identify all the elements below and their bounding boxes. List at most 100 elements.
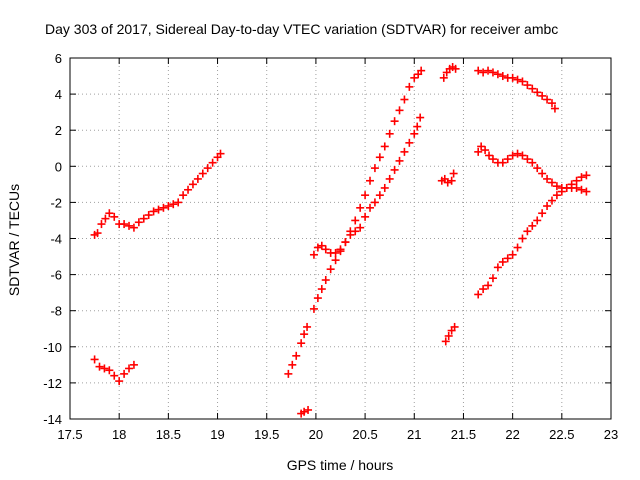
data-point [375, 191, 384, 200]
data-point [309, 304, 318, 313]
y-tick-label: -6 [50, 268, 62, 283]
y-tick-label: 2 [55, 123, 62, 138]
data-point [203, 164, 212, 173]
data-point [395, 156, 404, 165]
data-point [450, 322, 459, 331]
data-point [292, 351, 301, 360]
y-tick-label: 6 [55, 51, 62, 66]
data-point [184, 185, 193, 194]
data-point [193, 174, 202, 183]
data-point [356, 223, 365, 232]
data-point [547, 99, 556, 108]
data-point [326, 265, 335, 274]
data-point [523, 81, 532, 90]
y-tick-label: 4 [55, 87, 62, 102]
y-tick-label: -10 [43, 340, 62, 355]
data-point [443, 178, 452, 187]
data-point [101, 214, 110, 223]
data-point [317, 241, 326, 250]
data-point [493, 70, 502, 79]
data-point [385, 174, 394, 183]
data-point [129, 223, 138, 232]
data-point [110, 212, 119, 221]
data-point [451, 64, 460, 73]
data-point [513, 149, 522, 158]
x-tick-label: 21 [407, 427, 421, 442]
axis-ticks: 17.5 18 18.5 19 19.5 20 20.5 21 21.5 22 22.5 23-14-… [43, 51, 618, 442]
data-point [410, 129, 419, 138]
data-point [216, 149, 225, 158]
y-axis-label: SDTVAR / TECUs [6, 184, 22, 296]
data-point [439, 73, 448, 82]
data-point [538, 91, 547, 100]
data-point [572, 183, 581, 192]
y-tick-label: -8 [50, 304, 62, 319]
x-tick-label: 20.5 [352, 427, 377, 442]
data-point [508, 73, 517, 82]
data-point [169, 200, 178, 209]
data-point [321, 245, 330, 254]
data-point [304, 405, 313, 414]
data-point [125, 364, 134, 373]
data-point [300, 330, 309, 339]
data-point [139, 214, 148, 223]
data-point [385, 129, 394, 138]
data-point [488, 68, 497, 77]
data-point [543, 95, 552, 104]
data-point [120, 220, 129, 229]
data-point [518, 234, 527, 243]
data-point [288, 360, 297, 369]
data-point [552, 191, 561, 200]
x-tick-label: 20 [309, 427, 323, 442]
data-point [582, 187, 591, 196]
data-point [417, 66, 426, 75]
data-point [405, 138, 414, 147]
data-point [444, 331, 453, 340]
data-point [503, 155, 512, 164]
data-point [361, 212, 370, 221]
data-point [484, 66, 493, 75]
data-point [144, 211, 153, 220]
data-point [503, 254, 512, 263]
data-point [90, 355, 99, 364]
data-point [188, 180, 197, 189]
data-point [547, 178, 556, 187]
data-point [557, 187, 566, 196]
data-point [198, 169, 207, 178]
data-point [572, 176, 581, 185]
data-point [93, 229, 102, 238]
data-point [410, 73, 419, 82]
data-point [533, 88, 542, 97]
data-point [125, 221, 134, 230]
data-point [474, 290, 483, 299]
data-point [313, 294, 322, 303]
x-tick-label: 22 [505, 427, 519, 442]
data-point [513, 75, 522, 84]
data-point [380, 183, 389, 192]
data-point [300, 407, 309, 416]
y-tick-label: 0 [55, 159, 62, 174]
data-point [110, 371, 119, 380]
data-point [567, 180, 576, 189]
data-point [498, 72, 507, 81]
data-point [366, 176, 375, 185]
data-point [154, 205, 163, 214]
data-point [543, 202, 552, 211]
data-point [351, 216, 360, 225]
data-point [498, 158, 507, 167]
data-point [577, 173, 586, 182]
grid-lines [70, 58, 611, 419]
data-point [317, 285, 326, 294]
data-point [164, 202, 173, 211]
data-point [447, 176, 456, 185]
data-point [441, 337, 450, 346]
data-point [528, 84, 537, 93]
x-tick-label: 19 [210, 427, 224, 442]
data-point [105, 366, 114, 375]
data-point [115, 377, 124, 386]
data-point [331, 248, 340, 257]
data-point [481, 146, 490, 155]
data-point [528, 221, 537, 230]
data-point [479, 285, 488, 294]
